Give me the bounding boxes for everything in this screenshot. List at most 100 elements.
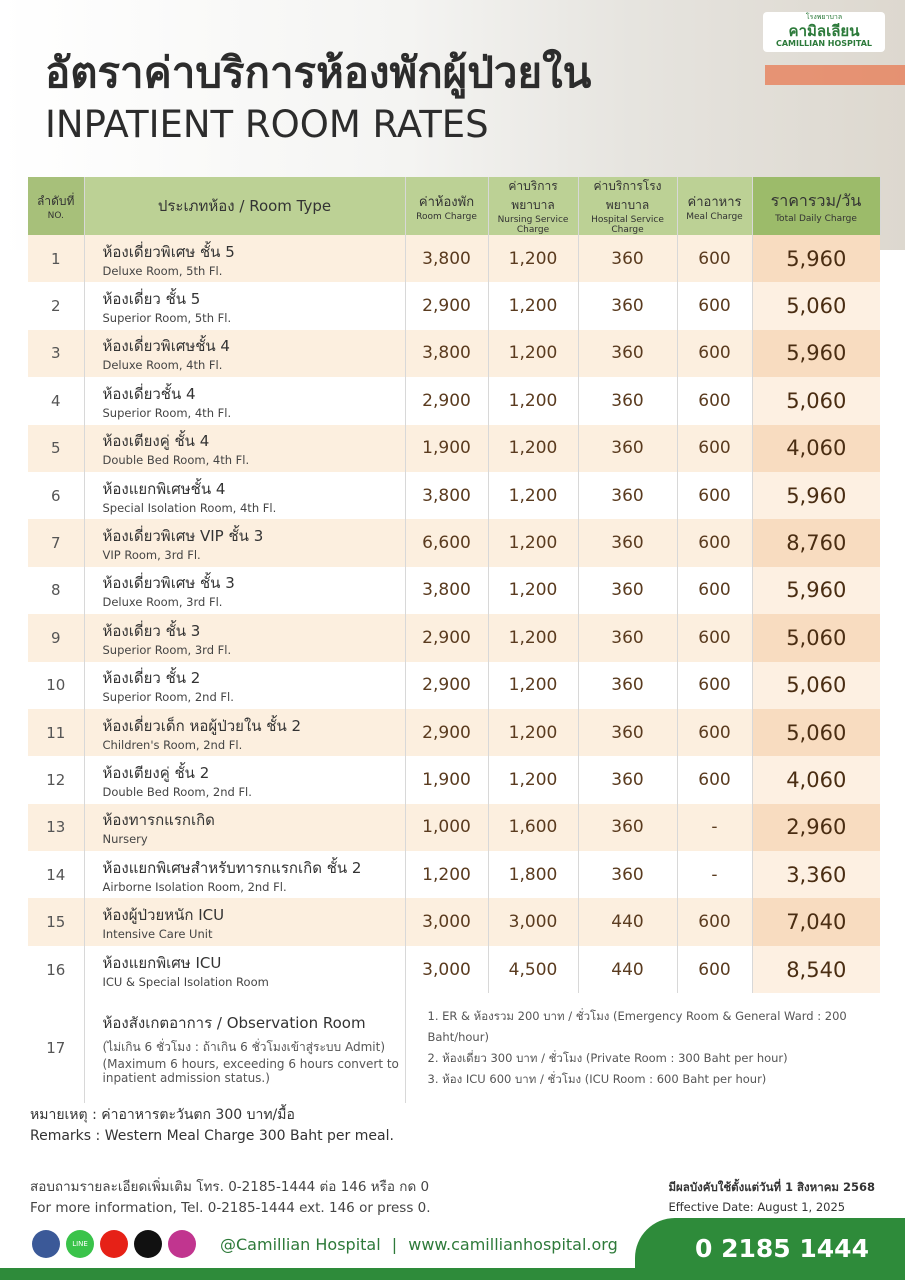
observation-row: 17 ห้องสังเกตอาการ / Observation Room (ไม่… <box>28 993 880 1104</box>
social-handle[interactable]: @Camillian Hospital <box>220 1235 381 1254</box>
logo: โรงพยาบาล คามิลเลียน CAMILLIAN HOSPITAL <box>763 12 885 52</box>
table-row: 16 ห้องแยกพิเศษ ICU ICU & Special Isolatio… <box>28 945 880 994</box>
facebook-icon[interactable] <box>32 1230 60 1258</box>
room-name-en: Deluxe Room, 4th Fl. <box>102 358 223 373</box>
room-name-en: Deluxe Room, 5th Fl. <box>102 263 223 278</box>
row-number: 4 <box>28 377 85 425</box>
hospital-charge: 360 <box>578 235 678 283</box>
header-th: ค่าบริการพยาบาล <box>508 179 558 212</box>
social-icons: LINE <box>32 1230 202 1258</box>
column-header: ค่าบริการพยาบาล Nursing Service Charge <box>488 177 579 235</box>
hospital-charge: 360 <box>578 424 678 472</box>
hospital-charge: 360 <box>578 329 678 378</box>
row-number: 13 <box>28 803 85 852</box>
header-th: ประเภทห้อง / Room Type <box>157 197 332 215</box>
total-charge: 7,040 <box>752 898 880 946</box>
room-name-th: ห้องเดี่ยว ชั้น 2 <box>102 669 201 688</box>
hospital-charge: 360 <box>578 851 678 899</box>
room-name-th: ห้องเดี่ยวชั้น 4 <box>102 384 196 403</box>
row-number: 15 <box>28 898 85 946</box>
instagram-icon[interactable] <box>168 1230 196 1258</box>
meal-charge: 600 <box>677 519 753 567</box>
room-charge: 3,000 <box>405 945 489 994</box>
tiktok-icon[interactable] <box>134 1230 162 1258</box>
column-header: ราคารวม/วัน Total Daily Charge <box>752 177 881 235</box>
table-row: 6 ห้องแยกพิเศษชั้น 4 Special Isolation Roo… <box>28 471 880 520</box>
header-en: Hospital Service Charge <box>591 215 664 235</box>
youtube-icon[interactable] <box>100 1230 128 1258</box>
logo-th: คามิลเลียน <box>788 22 860 40</box>
room-name-en: Superior Room, 3rd Fl. <box>102 642 232 657</box>
meal-charge: 600 <box>677 898 753 946</box>
room-name-th: ห้องเดี่ยวพิเศษ ชั้น 3 <box>102 574 235 593</box>
nursing-charge: 1,600 <box>488 803 579 852</box>
room-name-th: ห้องแยกพิเศษ ICU <box>102 953 222 972</box>
total-charge: 5,960 <box>752 329 880 378</box>
meal-charge: 600 <box>677 329 753 378</box>
total-charge: 8,760 <box>752 519 880 567</box>
total-charge: 3,360 <box>752 851 880 899</box>
hourly-rate: 1. ER & ห้องรวม 200 บาท / ชั่วโมง (Emerg… <box>427 1009 847 1045</box>
room-name-en: Children's Room, 2nd Fl. <box>102 737 243 752</box>
wall-stripe <box>765 65 905 85</box>
line-icon[interactable]: LINE <box>66 1230 94 1258</box>
effective: มีผลบังคับใช้ตั้งแต่วันที่ 1 สิงหาคม 256… <box>668 1177 875 1217</box>
nursing-charge: 1,200 <box>488 708 579 757</box>
room-charge: 3,800 <box>405 471 489 520</box>
nursing-charge: 1,200 <box>488 661 579 709</box>
meal-charge: 600 <box>677 661 753 709</box>
header-th: ค่าบริการโรงพยาบาล <box>593 179 662 212</box>
meal-charge: 600 <box>677 614 753 662</box>
room-type: ห้องทารกแรกเกิด Nursery <box>84 803 406 852</box>
table-row: 2 ห้องเดี่ยว ชั้น 5 Superior Room, 5th Fl.… <box>28 282 880 330</box>
table-row: 9 ห้องเดี่ยว ชั้น 3 Superior Room, 3rd Fl.… <box>28 614 880 662</box>
effective-th: มีผลบังคับใช้ตั้งแต่วันที่ 1 สิงหาคม 256… <box>668 1180 875 1194</box>
room-name-th: ห้องเดี่ยวพิเศษ VIP ชั้น 3 <box>102 527 264 546</box>
hospital-charge: 360 <box>578 566 678 615</box>
room-charge: 1,200 <box>405 851 489 899</box>
meal-charge: 600 <box>677 945 753 994</box>
table-row: 13 ห้องทารกแรกเกิด Nursery 1,000 1,600 360-2,… <box>28 803 880 852</box>
column-header: ค่าบริการโรงพยาบาล Hospital Service Charg… <box>578 177 678 235</box>
room-name-en: Superior Room, 5th Fl. <box>102 311 232 326</box>
nursing-charge: 1,200 <box>488 519 579 567</box>
table-row: 12 ห้องเตียงคู่ ชั้น 2 Double Bed Room, 2n… <box>28 756 880 804</box>
website[interactable]: www.camillianhospital.org <box>408 1235 618 1254</box>
column-header: ค่าห้องพัก Room Charge <box>405 177 489 235</box>
meal-charge: 600 <box>677 377 753 425</box>
header-th: ค่าห้องพัก <box>418 194 475 210</box>
column-header: ค่าอาหาร Meal Charge <box>677 177 753 235</box>
observation-note-th: (ไม่เกิน 6 ชั่วโมง : ถ้าเกิน 6 ชั่วโมงเข… <box>102 1040 386 1055</box>
room-type: ห้องเดี่ยวเด็ก หอผู้ป่วยใน ชั้น 2 Childre… <box>84 708 406 757</box>
row-number: 3 <box>28 329 85 378</box>
observation-type: ห้องสังเกตอาการ / Observation Room (ไม่เก… <box>84 993 406 1104</box>
table-row: 4 ห้องเดี่ยวชั้น 4 Superior Room, 4th Fl. 2… <box>28 377 880 425</box>
hospital-charge: 360 <box>578 803 678 852</box>
room-name-en: Deluxe Room, 3rd Fl. <box>102 595 223 610</box>
room-charge: 2,900 <box>405 708 489 757</box>
row-number: 11 <box>28 708 85 757</box>
room-name-th: ห้องทารกแรกเกิด <box>102 811 215 830</box>
contact-th: สอบถามรายละเอียดเพิ่มเติม โทร. 0-2185-14… <box>30 1179 430 1195</box>
green-bar <box>0 1268 905 1280</box>
room-type: ห้องเดี่ยวชั้น 4 Superior Room, 4th Fl. <box>84 377 406 425</box>
nursing-charge: 1,200 <box>488 756 579 804</box>
total-charge: 5,060 <box>752 708 880 757</box>
room-type: ห้องเดี่ยว ชั้น 3 Superior Room, 3rd Fl. <box>84 614 406 662</box>
header-th: ราคารวม/วัน <box>770 190 862 210</box>
separator: | <box>391 1235 398 1254</box>
row-number: 14 <box>28 851 85 899</box>
phone-number[interactable]: 0 2185 1444 <box>695 1234 869 1263</box>
table-row: 3 ห้องเดี่ยวพิเศษชั้น 4 Deluxe Room, 4th F… <box>28 329 880 378</box>
room-name-en: Nursery <box>102 832 148 847</box>
room-name-th: ห้องเดี่ยวพิเศษ ชั้น 5 <box>102 242 235 261</box>
room-name-th: ห้องเดี่ยวเด็ก หอผู้ป่วยใน ชั้น 2 <box>102 716 302 735</box>
room-charge: 1,900 <box>405 756 489 804</box>
room-type: ห้องแยกพิเศษชั้น 4 Special Isolation Room… <box>84 471 406 520</box>
room-charge: 2,900 <box>405 614 489 662</box>
row-number: 2 <box>28 282 85 330</box>
meal-charge: - <box>677 803 753 852</box>
hospital-charge: 360 <box>578 471 678 520</box>
room-name-en: Airborne Isolation Room, 2nd Fl. <box>102 879 287 894</box>
room-name-en: ICU & Special Isolation Room <box>102 974 269 989</box>
